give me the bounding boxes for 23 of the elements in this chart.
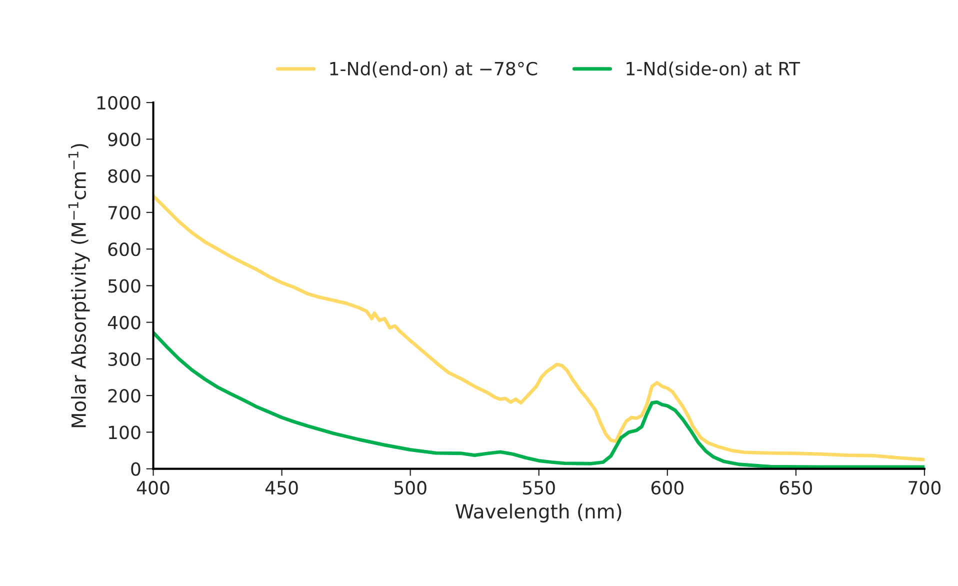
x-axis-title: Wavelength (nm) xyxy=(456,504,622,522)
legend-label: 1-Nd(side-on) at RT xyxy=(626,62,800,78)
x-tick-label: 600 xyxy=(651,480,684,495)
y-tick-label: 600 xyxy=(108,242,140,256)
legend-label: 1-Nd(end-on) at −78°C xyxy=(330,62,538,78)
x-tick-label: 450 xyxy=(265,480,298,495)
x-tick-label: 700 xyxy=(908,480,940,495)
x-tick-label: 400 xyxy=(136,480,170,495)
line-series xyxy=(153,194,924,462)
x-tick-label: 550 xyxy=(523,480,555,495)
x-tick-label: 500 xyxy=(394,480,426,495)
y-tick-label: 0 xyxy=(131,462,140,476)
y-tick-label: 900 xyxy=(108,132,140,146)
x-tick-label: 650 xyxy=(780,480,812,495)
y-tick-label: 1000 xyxy=(98,96,140,110)
y-tick-label: 400 xyxy=(108,316,140,330)
y-tick-label: 800 xyxy=(108,169,140,183)
y-tick-label: 300 xyxy=(108,352,140,366)
y-tick-label: 700 xyxy=(108,206,140,220)
y-tick-label: 500 xyxy=(108,279,140,293)
y-tick-label: 100 xyxy=(108,426,140,440)
y-axis-title: Molar Absorptivity (M$^{−1}$cm$^{−1}$) xyxy=(68,144,90,428)
y-tick-label: 200 xyxy=(108,389,140,403)
